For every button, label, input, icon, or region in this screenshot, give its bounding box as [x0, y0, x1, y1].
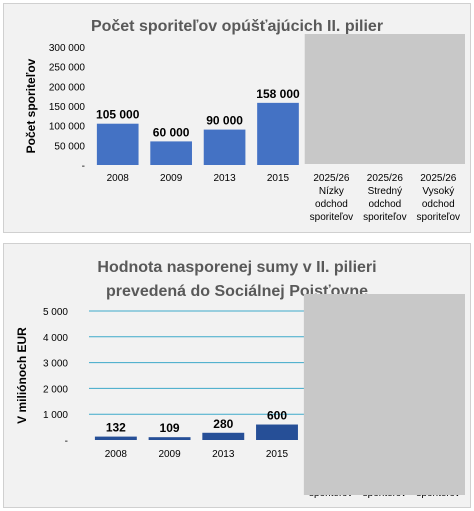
- x-tick-label: 2008: [105, 449, 128, 460]
- x-tick-label: 2025/26: [420, 173, 457, 184]
- data-label: 132: [106, 421, 126, 435]
- chart-title: Hodnota nasporenej sumy v II. pilieri: [97, 259, 376, 276]
- y-tick-label: 300 000: [49, 43, 86, 54]
- x-tick-label: sporiteľov: [417, 212, 461, 223]
- chart-savers-svg: Počet sporiteľov opúšťajúcich II. pilier…: [24, 18, 465, 223]
- data-label: 158 000: [256, 87, 300, 101]
- y-tick-label: 3 000: [43, 359, 68, 370]
- y-tick-label: -: [65, 436, 68, 447]
- y-tick-label: 4 000: [43, 333, 68, 344]
- data-label: 280: [213, 417, 233, 431]
- y-tick-label: 250 000: [49, 63, 86, 74]
- data-label: 90 000: [206, 114, 243, 128]
- y-tick-label: 50 000: [54, 141, 85, 152]
- x-tick-label: sporiteľov: [310, 212, 354, 223]
- y-tick-label: -: [82, 161, 85, 172]
- bar-2013: [203, 129, 246, 165]
- data-label: 600: [267, 409, 287, 423]
- chart-title: prevedená do Sociálnej Poisťovne: [106, 283, 368, 300]
- y-tick-label: 5 000: [43, 307, 68, 318]
- x-tick-label: 2013: [213, 173, 236, 184]
- bar-2009: [150, 141, 192, 165]
- x-tick-label: Stredný: [368, 186, 402, 197]
- x-tick-label: odchod: [368, 199, 401, 210]
- y-axis-label: Počet sporiteľov: [24, 58, 38, 153]
- bar-2015: [257, 102, 299, 165]
- redacted-area: [304, 34, 465, 164]
- data-label: 105 000: [96, 108, 140, 122]
- x-tick-label: 2025/26: [367, 173, 404, 184]
- x-tick-label: odchod: [422, 199, 455, 210]
- bar-2015: [256, 424, 298, 440]
- x-tick-label: odchod: [315, 199, 348, 210]
- x-tick-label: sporiteľov: [363, 212, 407, 223]
- x-tick-label: 2009: [160, 173, 183, 184]
- y-tick-label: 150 000: [49, 102, 86, 113]
- chart-panel-savers: Počet sporiteľov opúšťajúcich II. pilier…: [3, 3, 471, 233]
- redacted-area: [303, 294, 465, 495]
- data-label: 109: [160, 421, 180, 435]
- x-tick-label: 2015: [267, 173, 290, 184]
- y-tick-label: 100 000: [49, 122, 86, 133]
- bar-2009: [148, 437, 191, 440]
- chart-panel-amount: Hodnota nasporenej sumy v II. pilieri pre…: [3, 243, 471, 508]
- y-tick-label: 200 000: [49, 82, 86, 93]
- bar-2013: [202, 432, 245, 440]
- x-tick-label: 2013: [212, 449, 235, 460]
- y-tick-label: 2 000: [43, 384, 68, 395]
- y-tick-label: 1 000: [43, 410, 68, 421]
- chart-title: Počet sporiteľov opúšťajúcich II. pilier: [91, 18, 383, 35]
- x-tick-label: 2015: [266, 449, 289, 460]
- bar-2008: [96, 123, 139, 165]
- x-tick-label: Nízky: [319, 186, 344, 197]
- x-tick-label: 2008: [107, 173, 130, 184]
- y-axis-label: V miliónoch EUR: [15, 327, 29, 424]
- data-label: 60 000: [153, 125, 190, 139]
- x-tick-label: 2025/26: [313, 173, 350, 184]
- chart-amount-svg: Hodnota nasporenej sumy v II. pilieri pre…: [15, 259, 465, 499]
- x-tick-label: 2009: [158, 449, 181, 460]
- bar-2008: [94, 436, 137, 440]
- x-tick-label: Vysoký: [422, 186, 454, 197]
